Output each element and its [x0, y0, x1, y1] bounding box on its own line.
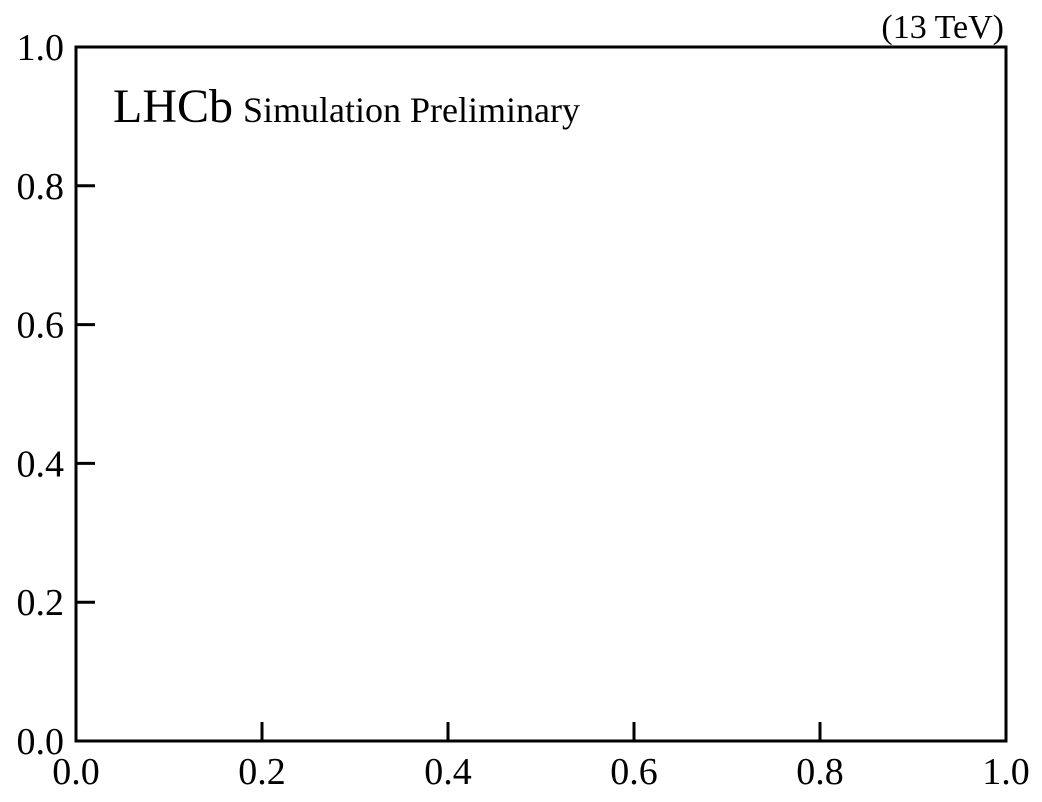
energy-label: (13 TeV)	[881, 9, 1004, 46]
plot-frame	[74, 45, 1008, 743]
y-tick-label: 0.8	[17, 166, 65, 208]
experiment-label: LHCb	[113, 80, 233, 133]
y-tick-labels: 0.0 0.2 0.4 0.6 0.8 1.0	[17, 27, 65, 763]
experiment-status-line: LHCb Simulation Preliminary	[113, 80, 580, 133]
x-tick-label: 1.0	[982, 751, 1030, 793]
y-tick-label: 0.0	[17, 721, 65, 763]
x-tick-label: 0.0	[52, 751, 100, 793]
y-tick-label: 0.2	[17, 582, 65, 624]
x-tick-label: 0.2	[238, 751, 286, 793]
status-label: Simulation Preliminary	[243, 90, 580, 130]
ticks-layer	[76, 184, 822, 741]
x-tick-label: 0.4	[424, 751, 472, 793]
y-tick-label: 1.0	[17, 27, 65, 69]
y-tick-label: 0.4	[17, 443, 65, 485]
y-tick-label: 0.6	[17, 305, 65, 347]
x-tick-label: 0.6	[610, 751, 658, 793]
x-tick-label: 0.8	[796, 751, 844, 793]
x-tick-labels: 0.0 0.2 0.4 0.6 0.8 1.0	[52, 751, 1030, 793]
